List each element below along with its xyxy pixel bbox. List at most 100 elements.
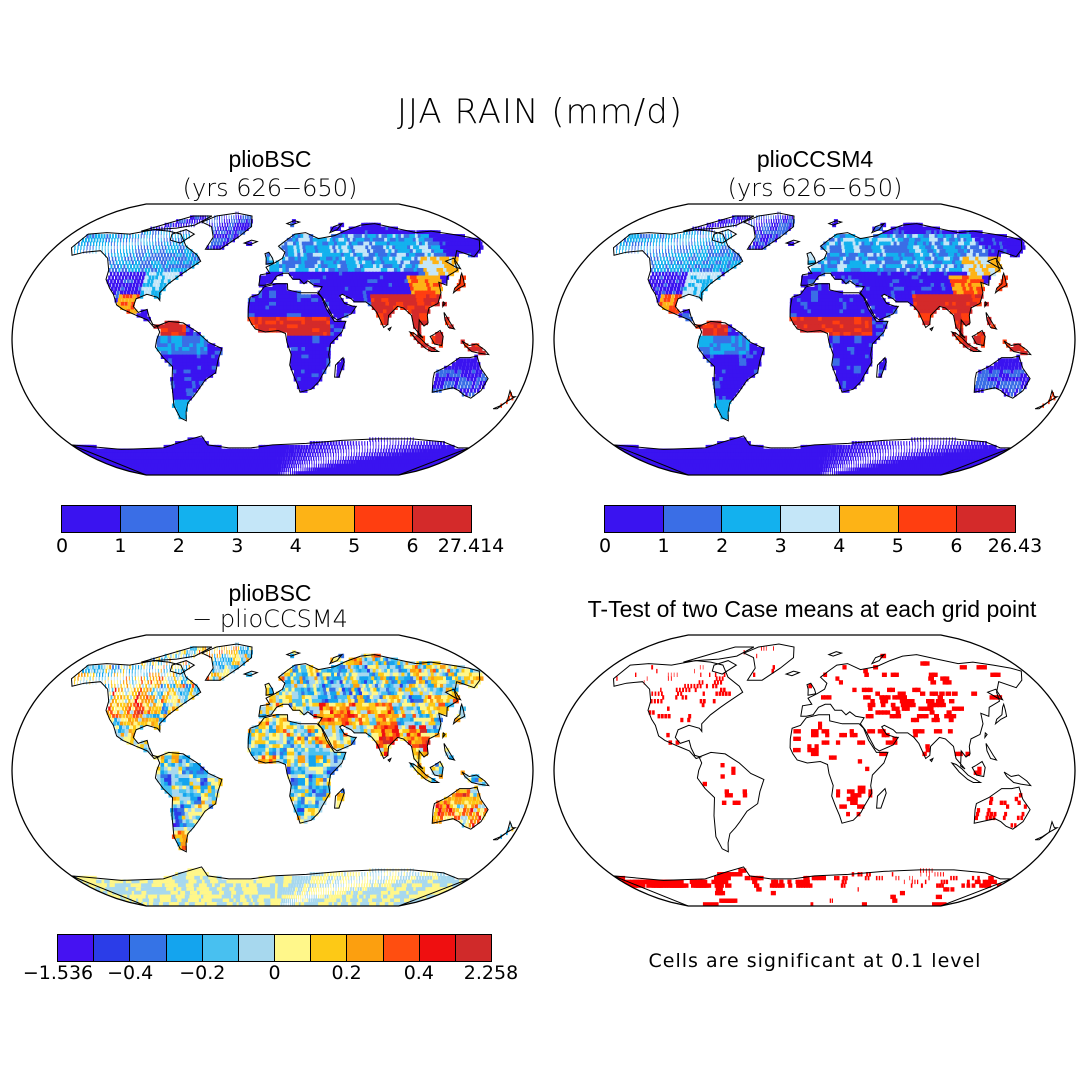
coastline	[789, 283, 889, 393]
colorbar-3-swatch	[58, 935, 95, 961]
panel-3-colorbar	[57, 934, 492, 962]
coastline	[784, 239, 801, 246]
coastline	[247, 714, 347, 824]
coastline	[1003, 340, 1032, 356]
coastline	[994, 271, 1008, 295]
coastline	[827, 220, 844, 226]
coastline	[973, 786, 1031, 830]
coastline	[742, 643, 795, 681]
colorbar-3-tick-label: 0.4	[403, 962, 434, 984]
colorbar-2-tick-label: 5	[891, 535, 904, 557]
coastline	[444, 688, 462, 701]
coastline	[742, 212, 795, 250]
coastline	[711, 229, 738, 244]
colorbar-1-tick-label: 2	[172, 535, 185, 557]
coastline	[492, 831, 508, 841]
coastline	[70, 660, 202, 760]
colorbar-3-swatch	[419, 935, 456, 961]
coastline	[429, 760, 444, 778]
colorbar-3-tick-label: −0.4	[107, 962, 154, 984]
coastline	[285, 220, 302, 226]
colorbar-2-tick-label: 3	[774, 535, 787, 557]
coastline	[443, 743, 456, 761]
coastline	[461, 771, 490, 787]
coastline	[452, 271, 466, 295]
panel-1-map	[11, 203, 534, 476]
colorbar-2-tick-label: 26.43	[987, 535, 1043, 557]
significance-note: Cells are significant at 0.1 level	[648, 950, 982, 972]
coastline	[984, 731, 988, 740]
colorbar-3-swatch	[311, 935, 348, 961]
colorbar-1-swatch	[296, 506, 355, 532]
coastline	[1034, 400, 1050, 410]
coastline	[683, 215, 755, 232]
coastline	[328, 222, 344, 234]
colorbar-3-swatch	[202, 935, 239, 961]
coastline	[431, 355, 489, 399]
coastline	[169, 660, 196, 675]
colorbar-2-swatch	[605, 506, 664, 532]
coastline	[696, 320, 765, 422]
coastline	[492, 400, 508, 410]
coastline	[827, 651, 844, 657]
coastline	[612, 229, 744, 329]
colorbar-2-swatch	[898, 506, 958, 532]
colorbar-3-swatch	[455, 935, 492, 961]
colorbar-2-swatch	[663, 506, 723, 532]
colorbar-3-tick-label: 0	[268, 962, 281, 984]
coastline	[247, 283, 347, 393]
coastline	[387, 326, 392, 332]
coastline	[264, 251, 275, 265]
colorbar-1-tick-label: 3	[231, 535, 244, 557]
colorbar-2-swatch	[957, 506, 1016, 532]
coastline	[950, 330, 983, 352]
coastline	[870, 222, 886, 234]
colorbar-1-swatch	[354, 506, 414, 532]
coastline	[443, 312, 456, 330]
coastline	[242, 239, 259, 246]
coastline	[1034, 831, 1050, 841]
coastline	[429, 329, 444, 347]
panel-2-colorbar	[604, 505, 1016, 533]
coastline	[971, 329, 986, 347]
coastline	[784, 670, 801, 677]
colorbar-2-swatch	[722, 506, 782, 532]
coastline	[141, 646, 213, 663]
map-boundary	[11, 634, 534, 907]
coastline	[431, 786, 489, 830]
panel-4-map	[553, 634, 1076, 907]
colorbar-3-tick-label: −1.536	[22, 962, 94, 984]
colorbar-1-tick-label: 27.414	[437, 535, 505, 557]
colorbar-3-swatch	[275, 935, 312, 961]
coastline	[442, 300, 446, 309]
panel-2-subtitle: (yrs 626−650)	[727, 174, 903, 202]
colorbar-2-tick-label: 6	[950, 535, 963, 557]
coastline	[461, 340, 490, 356]
colorbar-1-tick-label: 0	[55, 535, 69, 557]
coastline	[506, 820, 518, 834]
colorbar-1-tick-label: 1	[114, 535, 127, 557]
coastline	[1048, 820, 1060, 834]
coastline	[442, 731, 446, 740]
colorbar-2-swatch	[781, 506, 840, 532]
colorbar-3-swatch	[130, 935, 167, 961]
coastline	[986, 688, 1004, 701]
coastline	[806, 251, 817, 265]
coastline	[929, 326, 934, 332]
panel-1-subtitle: (yrs 626−650)	[182, 174, 358, 202]
coastline	[612, 660, 744, 760]
coastline	[876, 787, 887, 809]
colorbar-1-tick-label: 4	[289, 535, 302, 557]
coastline	[506, 389, 518, 403]
coastline	[154, 320, 223, 422]
coastline	[711, 660, 738, 675]
panel-4-title: T-Test of two Case means at each grid po…	[587, 596, 1037, 622]
colorbar-1-swatch	[120, 506, 180, 532]
colorbar-3-swatch	[166, 935, 203, 961]
coastline	[387, 757, 392, 763]
coastline	[200, 212, 253, 250]
coastline	[950, 761, 983, 783]
map-boundary	[11, 203, 534, 476]
panel-1-colorbar	[61, 505, 472, 533]
